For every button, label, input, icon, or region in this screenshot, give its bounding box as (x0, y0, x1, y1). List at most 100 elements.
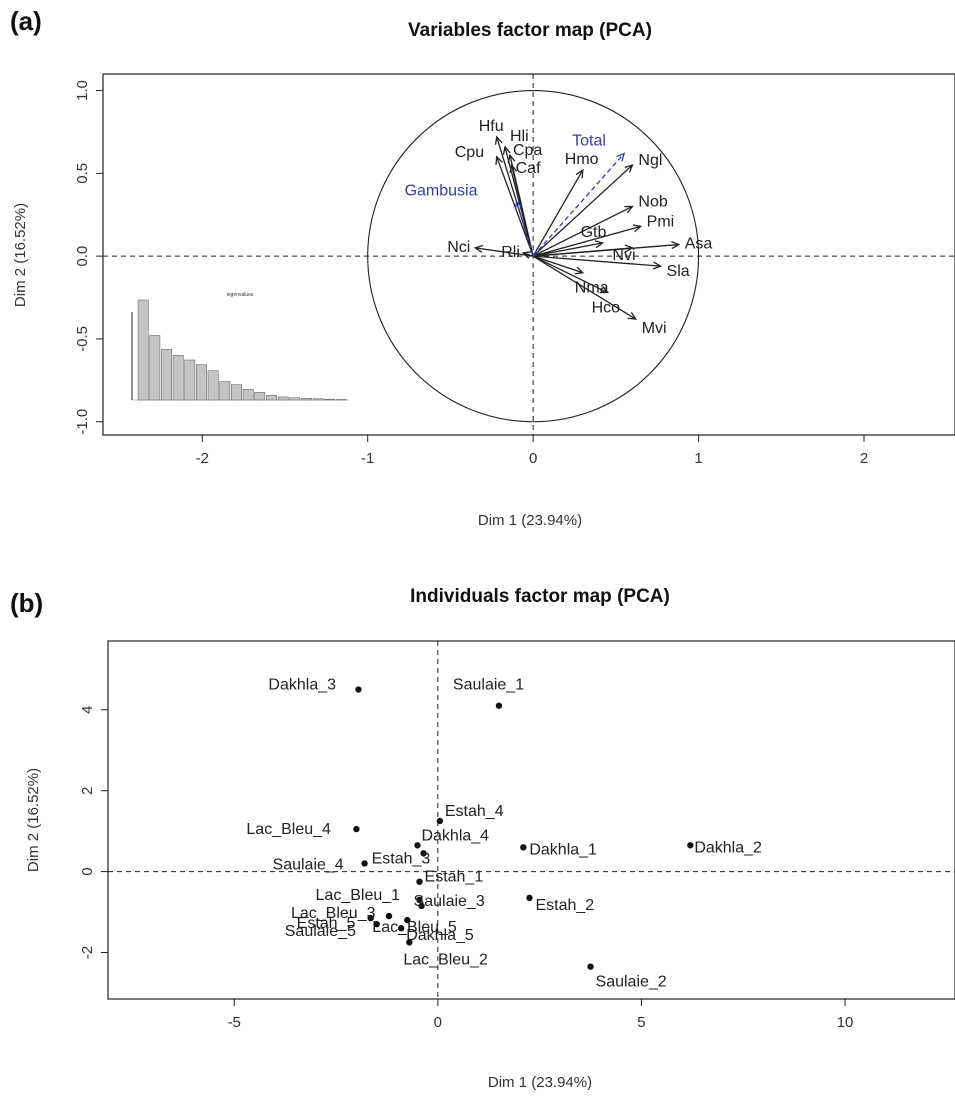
point-dakhla-2 (687, 842, 694, 849)
point-label-saulaie-5: Saulaie_5 (285, 923, 356, 940)
point-label-estah-5: Estah_5 (297, 915, 356, 932)
supplementary-vector-gambusia-head (514, 200, 523, 210)
vector-nob-shaft (532, 205, 633, 257)
vector-nci-shaft (475, 247, 534, 257)
point-label-lac-bleu-4: Lac_Bleu_4 (246, 821, 331, 838)
point-estah-1 (416, 878, 423, 885)
panel-b-plot-frame (107, 640, 955, 1000)
panel-b-y-tick-label: 2 (79, 787, 96, 795)
point-lac-bleu-1 (416, 896, 423, 904)
panel-a-x-tick-label: -1 (361, 450, 374, 467)
panel-a-y-tick-label: -0.5 (74, 326, 91, 352)
panel-b-x-tick-label: -5 (228, 1014, 241, 1031)
panel-b-x-tick-label: 0 (434, 1014, 442, 1031)
point-dakhla-4 (414, 842, 421, 849)
scree-bar (149, 335, 161, 401)
scree-bar (301, 398, 312, 401)
panel-b-title: Individuals factor map (PCA) (410, 586, 670, 607)
scree-bar (266, 395, 277, 401)
vector-asa-head (671, 241, 681, 250)
point-lac-bleu-2 (406, 939, 413, 946)
vector-label-cpu: Cpu (455, 144, 484, 161)
panel-a-x-tick-label: 1 (694, 450, 702, 467)
vector-hfu-head (494, 135, 503, 145)
vector-mvi-head (627, 311, 637, 320)
vector-hmo-head (575, 168, 584, 179)
vector-nob-head (624, 205, 634, 214)
scree-bar (219, 381, 231, 401)
vector-rli-head (521, 251, 532, 259)
vector-hli-head (502, 145, 511, 155)
point-label-lac-bleu-5: Lac_Bleu_5 (372, 919, 457, 936)
scree-bar (231, 384, 242, 401)
point-saulaie-1 (495, 702, 503, 709)
vector-pmi-shaft (532, 225, 641, 257)
point-label-dakhla-2: Dakhla_2 (694, 839, 762, 856)
vector-label-rli: Rli (501, 244, 520, 261)
vector-label-sla: Sla (667, 263, 690, 280)
supplementary-vector-gambusia-shaft (515, 201, 534, 257)
panel-a-title: Variables factor map (PCA) (408, 20, 652, 41)
point-label-dakhla-4: Dakhla_4 (421, 827, 489, 844)
panel-a-y-axis-title: Dim 2 (16.52%) (12, 203, 29, 307)
supplementary-vector-total-shaft (532, 153, 625, 257)
scree-bar (324, 398, 336, 401)
point-saulaie-5 (373, 920, 380, 928)
supplementary-label-gambusia: Gambusia (405, 183, 478, 200)
panel-a-label: (a) (10, 6, 42, 36)
scree-bar (196, 364, 207, 401)
vector-label-nvi: Nvi (612, 247, 635, 264)
point-estah-3 (420, 850, 427, 857)
point-label-estah-1: Estah_1 (425, 869, 484, 886)
vector-gtb-shaft (533, 242, 603, 257)
vector-label-asa: Asa (685, 236, 713, 253)
panel-b-x-tick-label: 5 (637, 1014, 645, 1031)
point-label-dakhla-5: Dakhla_5 (406, 927, 474, 944)
point-label-lac-bleu-2: Lac_Bleu_2 (403, 951, 488, 968)
point-saulaie-2 (587, 963, 594, 970)
point-label-estah-2: Estah_2 (535, 897, 594, 914)
vector-label-caf: Caf (516, 160, 541, 177)
scree-bar (161, 348, 172, 401)
vector-caf-head (509, 163, 518, 174)
panel-b-y-tick-label: -2 (79, 946, 96, 959)
supplementary-label-total: Total (572, 132, 606, 149)
vector-gtb-head (594, 240, 605, 249)
point-label-saulaie-1: Saulaie_1 (453, 677, 524, 694)
point-label-estah-3: Estah_3 (372, 850, 431, 867)
vector-ngl-head (624, 164, 634, 173)
panel-a-y-tick-label: 0.5 (74, 163, 91, 184)
point-label-saulaie-2: Saulaie_2 (596, 974, 667, 991)
vector-label-hmo: Hmo (565, 151, 599, 168)
vector-cpu-shaft (496, 156, 534, 257)
scree-title: eigenvalues (227, 292, 254, 298)
vector-sla-head (652, 261, 663, 270)
point-dakhla-5 (397, 925, 405, 932)
point-estah-5 (367, 914, 374, 922)
point-lac-bleu-4 (353, 825, 360, 833)
vector-rli-shaft (523, 252, 534, 257)
scree-bar (289, 397, 301, 401)
panel-b-y-axis-title: Dim 2 (16.52%) (25, 768, 42, 872)
panel-b-y-tick-label: 0 (79, 867, 96, 875)
point-label-estah-4: Estah_4 (445, 803, 504, 820)
vector-label-mvi: Mvi (642, 320, 667, 337)
point-estah-4 (436, 817, 444, 825)
panel-a-y-tick-label: 1.0 (74, 80, 91, 101)
scree-bar (137, 299, 149, 401)
vector-nci-head (473, 244, 484, 253)
vector-label-cpa: Cpa (513, 142, 542, 159)
vector-hco-head (599, 285, 609, 294)
panel-a-x-tick-label: 0 (529, 450, 537, 467)
vector-sla-shaft (533, 255, 661, 267)
scree-bar (312, 398, 324, 401)
vector-hmo-shaft (532, 169, 584, 257)
point-dakhla-1 (520, 844, 527, 851)
vector-label-pmi: Pmi (647, 213, 675, 230)
panel-b-label: (b) (10, 588, 43, 618)
vector-label-gtb: Gtb (581, 224, 607, 241)
point-label-saulaie-4: Saulaie_4 (273, 856, 344, 873)
vector-nma-head (574, 266, 585, 275)
vector-cpa-head (507, 153, 516, 164)
